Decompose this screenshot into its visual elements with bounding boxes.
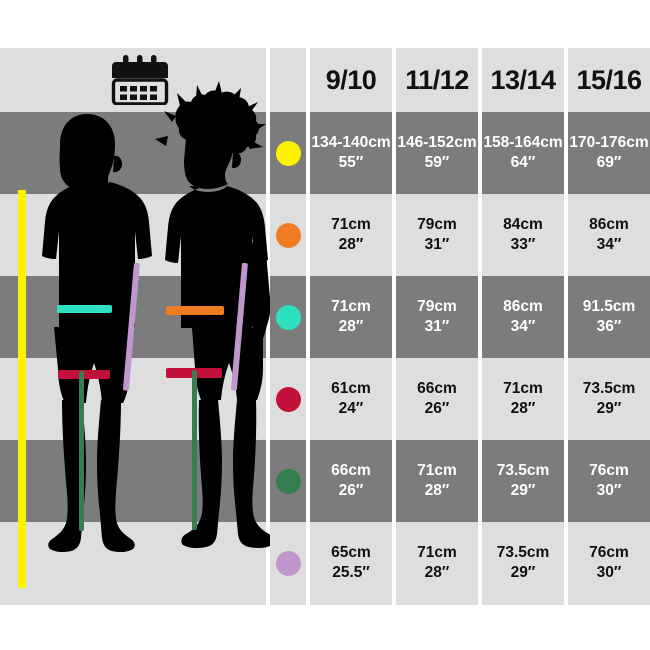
cell-waist-11-12: 66cm 26″ [396, 358, 478, 440]
cell-cm: 71cm [417, 543, 457, 561]
cell-inch: 26″ [424, 400, 450, 417]
cell-cm: 65cm [331, 543, 371, 561]
column-separator-2 [478, 48, 482, 605]
cell-inch: 30″ [596, 482, 622, 499]
cell-inch: 26″ [338, 482, 364, 499]
cell-inch: 34″ [596, 236, 622, 253]
header-band [0, 48, 650, 112]
silhouette-figures [0, 48, 270, 605]
chest-measure-line-right [166, 306, 224, 315]
cell-inch: 28″ [510, 400, 536, 417]
calendar-icon [110, 55, 170, 106]
cell-cm: 73.5cm [496, 461, 550, 479]
cell-cm: 71cm [331, 215, 371, 233]
cell-height-9-10: 134-140cm 55″ [310, 112, 392, 194]
dot-waist [276, 387, 301, 412]
cell-cm: 73.5cm [496, 543, 550, 561]
cell-inch: 28″ [424, 482, 450, 499]
cell-cm: 158-164cm [483, 133, 563, 151]
cell-height-13-14: 158-164cm 64″ [482, 112, 564, 194]
cell-inseam-11-12: 71cm 28″ [396, 440, 478, 522]
cell-chest-alt-15-16: 91.5cm 36″ [568, 276, 650, 358]
cell-cm: 76cm [589, 461, 629, 479]
cell-cm: 170-176cm [569, 133, 649, 151]
cell-sleeve-11-12: 71cm 28″ [396, 522, 478, 604]
cell-waist-15-16: 73.5cm 29″ [568, 358, 650, 440]
cell-chest-11-12: 79cm 31″ [396, 194, 478, 276]
cell-cm: 66cm [331, 461, 371, 479]
cell-cm: 71cm [503, 379, 543, 397]
cell-sleeve-13-14: 73.5cm 29″ [482, 522, 564, 604]
column-separator-1 [392, 48, 396, 605]
cell-inch: 28″ [338, 318, 364, 335]
chest-measure-line-left [57, 305, 112, 313]
cell-cm: 134-140cm [311, 133, 391, 151]
cell-cm: 86cm [589, 215, 629, 233]
cell-chest-13-14: 84cm 33″ [482, 194, 564, 276]
dot-chest-alt [276, 305, 301, 330]
cell-chest-15-16: 86cm 34″ [568, 194, 650, 276]
cell-cm: 91.5cm [582, 297, 636, 315]
cell-chest-alt-11-12: 79cm 31″ [396, 276, 478, 358]
cell-cm: 76cm [589, 543, 629, 561]
size-header-15-16: 15/16 [576, 64, 642, 95]
cell-sleeve-15-16: 76cm 30″ [568, 522, 650, 604]
column-separator-3 [564, 48, 568, 605]
cell-inseam-13-14: 73.5cm 29″ [482, 440, 564, 522]
height-measure-line [18, 190, 26, 588]
cell-inch: 34″ [510, 318, 536, 335]
cell-inch: 29″ [596, 400, 622, 417]
dot-height [276, 141, 301, 166]
cell-inch: 33″ [510, 236, 536, 253]
cell-inch: 59″ [424, 154, 450, 171]
cell-inch: 28″ [338, 236, 364, 253]
cell-cm: 73.5cm [582, 379, 636, 397]
cell-inch: 31″ [424, 236, 450, 253]
cell-chest-9-10: 71cm 28″ [310, 194, 392, 276]
inseam-measure-line-left [79, 371, 84, 531]
size-header-13-14: 13/14 [490, 64, 556, 95]
cell-inch: 29″ [510, 564, 536, 581]
cell-cm: 61cm [331, 379, 371, 397]
cell-inch: 24″ [338, 400, 364, 417]
dot-inseam [276, 469, 301, 494]
cell-inch: 55″ [338, 154, 364, 171]
cell-cm: 146-152cm [397, 133, 477, 151]
cell-inch: 29″ [510, 482, 536, 499]
cell-waist-13-14: 71cm 28″ [482, 358, 564, 440]
cell-height-15-16: 170-176cm 69″ [568, 112, 650, 194]
cell-cm: 84cm [503, 215, 543, 233]
cell-inch: 25.5″ [332, 564, 370, 581]
dot-sleeve [276, 551, 301, 576]
cell-inch: 31″ [424, 318, 450, 335]
column-separator-dots [306, 48, 310, 605]
cell-cm: 71cm [417, 461, 457, 479]
column-separator-figures [266, 48, 270, 605]
size-header-11-12: 11/12 [405, 64, 469, 95]
cell-chest-alt-13-14: 86cm 34″ [482, 276, 564, 358]
cell-waist-9-10: 61cm 24″ [310, 358, 392, 440]
cell-inseam-15-16: 76cm 30″ [568, 440, 650, 522]
waist-measure-line-left [58, 370, 110, 379]
child-silhouettes [42, 81, 270, 553]
dot-chest [276, 223, 301, 248]
inseam-measure-line-right [192, 370, 197, 530]
cell-cm: 79cm [417, 215, 457, 233]
cell-sleeve-9-10: 65cm 25.5″ [310, 522, 392, 604]
size-header-9-10: 9/10 [325, 64, 377, 95]
cell-chest-alt-9-10: 71cm 28″ [310, 276, 392, 358]
cell-inseam-9-10: 66cm 26″ [310, 440, 392, 522]
cell-inch: 30″ [596, 564, 622, 581]
cell-inch: 64″ [510, 154, 536, 171]
cell-inch: 28″ [424, 564, 450, 581]
cell-inch: 36″ [596, 318, 622, 335]
cell-cm: 86cm [503, 297, 543, 315]
cell-height-11-12: 146-152cm 59″ [396, 112, 478, 194]
cell-cm: 66cm [417, 379, 457, 397]
cell-cm: 71cm [331, 297, 371, 315]
cell-cm: 79cm [417, 297, 457, 315]
cell-inch: 69″ [596, 154, 622, 171]
